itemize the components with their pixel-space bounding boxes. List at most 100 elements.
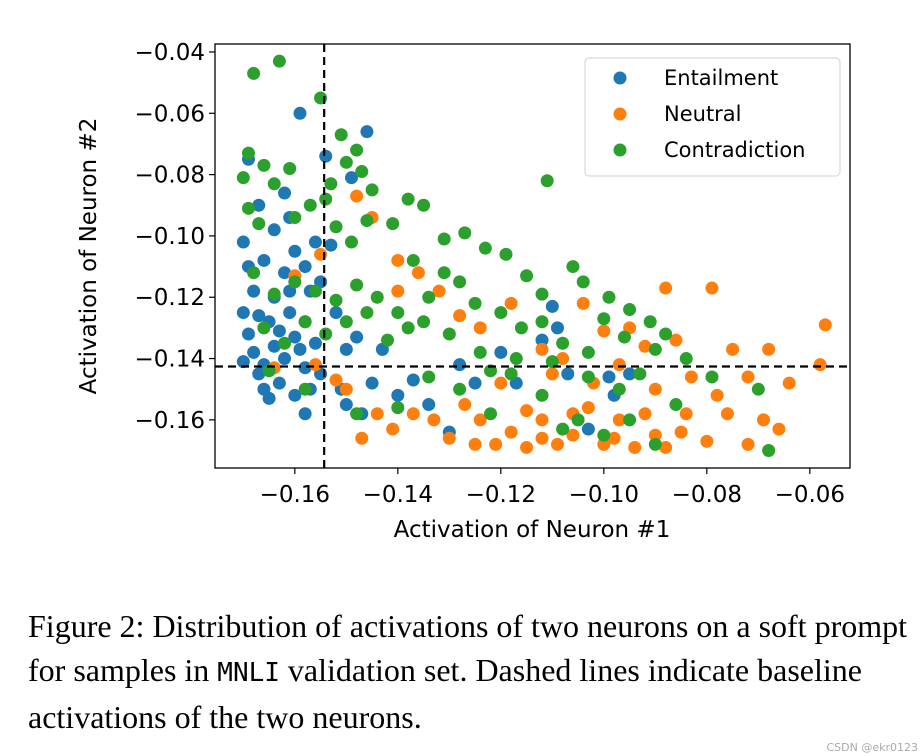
point-entailment	[247, 284, 261, 298]
point-contradiction	[355, 165, 369, 179]
point-neutral	[350, 189, 364, 203]
point-entailment	[262, 391, 276, 405]
y-axis-label: Activation of Neuron #2	[76, 118, 102, 395]
point-neutral	[659, 281, 673, 295]
point-neutral	[520, 404, 534, 418]
point-contradiction	[247, 266, 261, 280]
point-entailment	[272, 376, 286, 390]
caption-dataset: MNLI	[217, 658, 280, 688]
point-entailment	[365, 376, 379, 390]
point-contradiction	[298, 315, 312, 329]
point-neutral	[535, 342, 549, 356]
legend-marker-contradiction	[613, 143, 627, 157]
scatter-chart: −0.16 −0.14 −0.12 −0.10 −0.08 −0.06 −0.04−0.0…	[76, 40, 851, 543]
point-contradiction	[545, 355, 559, 369]
point-entailment	[339, 342, 353, 356]
point-neutral	[705, 281, 719, 295]
point-neutral	[669, 333, 683, 347]
point-neutral	[726, 342, 740, 356]
plot-frame	[214, 43, 851, 469]
point-contradiction	[494, 306, 508, 320]
x-tick-label: −0.10	[569, 482, 639, 508]
point-entailment	[278, 266, 292, 280]
figure-caption: Figure 2: Distribution of activations of…	[28, 604, 918, 739]
caption-text-2: validation set. Dashed lines indicate ba…	[28, 652, 862, 735]
point-neutral	[612, 358, 626, 372]
point-entailment	[422, 398, 436, 412]
point-entailment	[360, 125, 374, 139]
point-entailment	[283, 306, 297, 320]
point-contradiction	[478, 241, 492, 255]
point-entailment	[344, 171, 358, 185]
point-neutral	[597, 324, 611, 338]
point-neutral	[494, 376, 508, 390]
point-contradiction	[581, 345, 595, 359]
point-contradiction	[581, 370, 595, 384]
point-contradiction	[319, 327, 333, 341]
y-tick-label: −0.14	[135, 347, 205, 373]
point-neutral	[612, 413, 626, 427]
x-tick-label: −0.14	[363, 482, 433, 508]
point-entailment	[453, 358, 467, 372]
point-neutral	[762, 342, 776, 356]
point-neutral	[720, 407, 734, 421]
point-entailment	[257, 253, 271, 267]
point-neutral	[504, 425, 518, 439]
point-contradiction	[453, 275, 467, 289]
point-neutral	[648, 428, 662, 442]
point-entailment	[561, 367, 575, 381]
point-contradiction	[360, 306, 374, 320]
point-neutral	[741, 370, 755, 384]
point-contradiction	[504, 367, 518, 381]
point-neutral	[638, 407, 652, 421]
point-contradiction	[247, 66, 261, 80]
point-neutral	[386, 422, 400, 436]
point-contradiction	[473, 345, 487, 359]
point-contradiction	[324, 177, 338, 191]
point-contradiction	[257, 321, 271, 335]
point-entailment	[278, 186, 292, 200]
point-contradiction	[236, 171, 250, 185]
point-contradiction	[453, 382, 467, 396]
point-entailment	[267, 339, 281, 353]
legend-box	[584, 57, 841, 177]
point-entailment	[545, 299, 559, 313]
point-contradiction	[633, 367, 647, 381]
point-entailment	[236, 306, 250, 320]
point-entailment	[494, 345, 508, 359]
point-neutral	[308, 358, 322, 372]
point-contradiction	[386, 217, 400, 231]
point-contradiction	[509, 352, 523, 366]
watermark: CSDN @ekr0123	[826, 741, 918, 754]
point-contradiction	[623, 413, 637, 427]
point-contradiction	[391, 401, 405, 415]
point-contradiction	[298, 382, 312, 396]
point-neutral	[818, 318, 832, 332]
point-entailment	[288, 330, 302, 344]
point-entailment	[535, 333, 549, 347]
point-contradiction	[437, 232, 451, 246]
baselines	[215, 44, 850, 468]
point-neutral	[535, 431, 549, 445]
point-contradiction	[370, 290, 384, 304]
point-contradiction	[576, 275, 590, 289]
point-entailment	[350, 330, 364, 344]
point-contradiction	[556, 422, 570, 436]
point-neutral	[370, 407, 384, 421]
point-entailment	[236, 235, 250, 249]
point-contradiction	[458, 226, 472, 240]
point-neutral	[458, 398, 472, 412]
point-contradiction	[643, 315, 657, 329]
point-neutral	[432, 284, 446, 298]
point-contradiction	[267, 177, 281, 191]
point-contradiction	[602, 290, 616, 304]
point-neutral	[329, 373, 343, 387]
point-neutral	[597, 437, 611, 451]
point-contradiction	[329, 220, 343, 234]
point-contradiction	[648, 437, 662, 451]
x-tick-label: −0.16	[260, 482, 330, 508]
y-tick-label: −0.04	[135, 40, 205, 66]
point-neutral	[782, 376, 796, 390]
point-entailment	[550, 321, 564, 335]
point-entailment	[252, 198, 266, 212]
